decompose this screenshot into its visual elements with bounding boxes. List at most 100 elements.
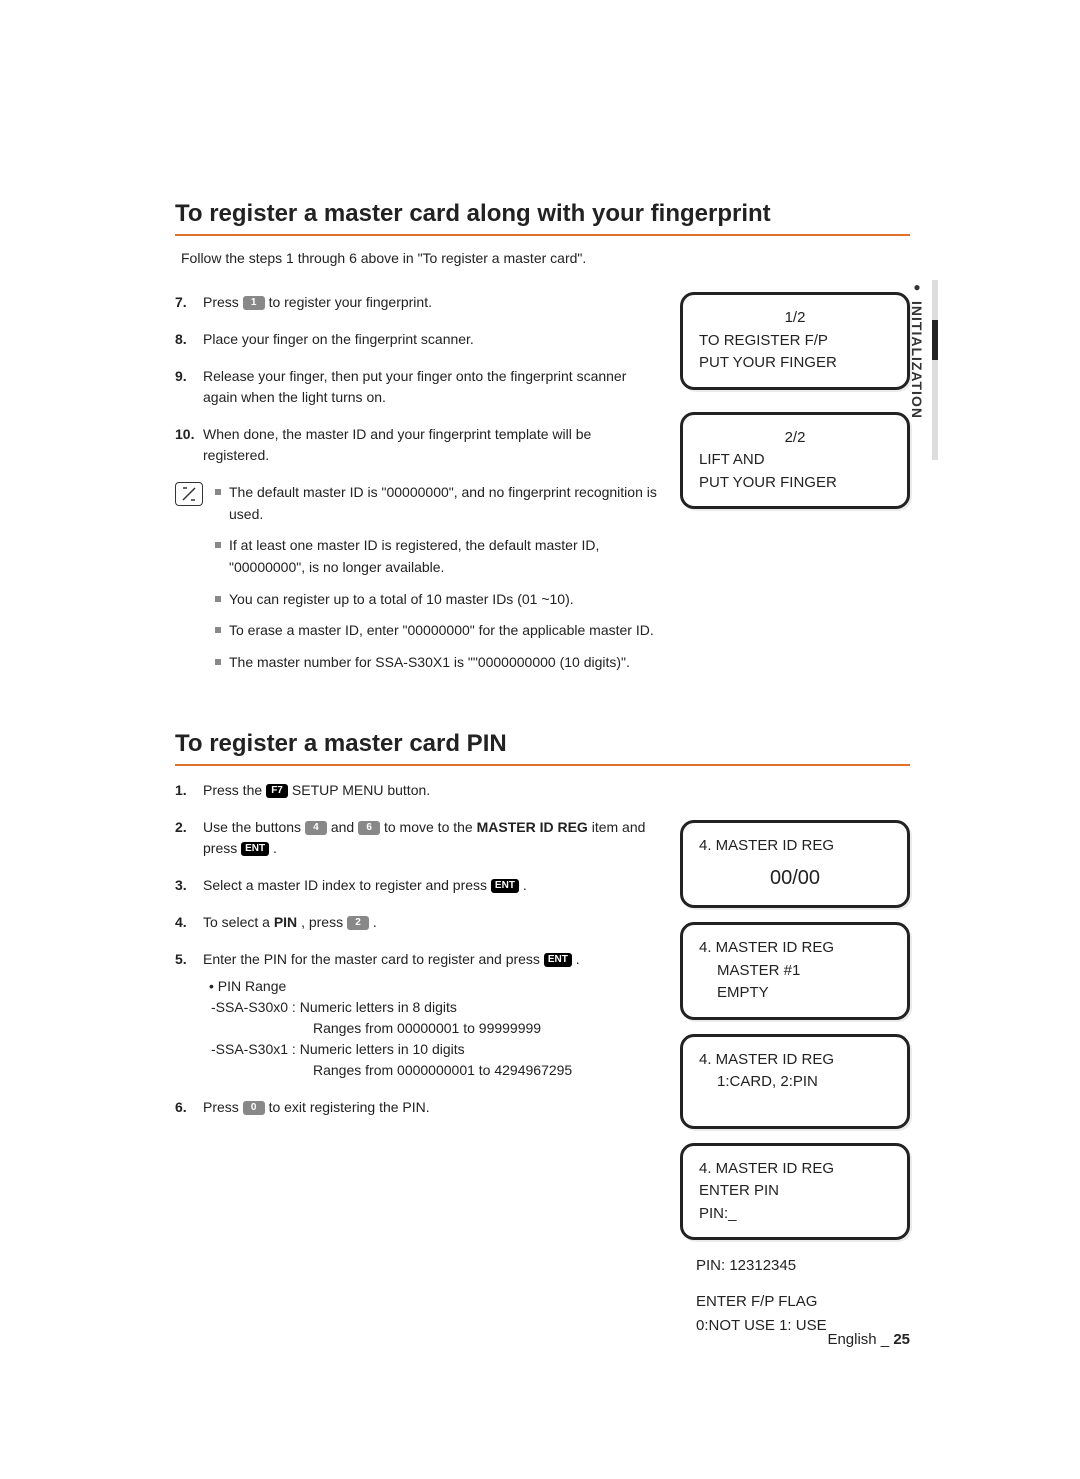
step-body: When done, the master ID and your finger… — [203, 424, 660, 466]
step-4: 4. To select a PIN , press 2 . — [175, 912, 660, 933]
note-item: If at least one master ID is registered,… — [215, 535, 660, 578]
step-num: 4. — [175, 912, 203, 933]
step-num: 3. — [175, 875, 203, 896]
page: INITIALIZATION To register a master card… — [0, 0, 1080, 1408]
spacer — [699, 1094, 891, 1114]
lcd-screen-6: 4. MASTER ID REG ENTER PIN PIN:_ — [680, 1143, 910, 1241]
lcd-line: 1/2 — [699, 307, 891, 330]
lcd-line: ENTER PIN — [699, 1180, 891, 1203]
step-num: 9. — [175, 366, 203, 408]
pin-range-block: • PIN Range -SSA-S30x0 : Numeric letters… — [203, 976, 660, 1081]
lcd-line: PUT YOUR FINGER — [699, 472, 891, 495]
step-body: Select a master ID index to register and… — [203, 875, 660, 896]
key-4: 4 — [305, 821, 327, 835]
lcd-line: PIN: 12312345 — [696, 1254, 894, 1278]
page-footer: English _ 25 — [827, 1331, 910, 1348]
step-body: Enter the PIN for the master card to reg… — [203, 949, 660, 1081]
step-num: 1. — [175, 780, 203, 801]
lcd-line: PUT YOUR FINGER — [699, 352, 891, 375]
section1-steps: 7. Press 1 to register your fingerprint.… — [175, 292, 660, 466]
side-tab: INITIALIZATION — [909, 280, 925, 419]
note-block: The default master ID is "00000000", and… — [175, 482, 660, 684]
step-body: Press 0 to exit registering the PIN. — [203, 1097, 660, 1118]
lcd-screen-4: 4. MASTER ID REG MASTER #1 EMPTY — [680, 922, 910, 1020]
step-text: Press — [203, 294, 243, 310]
note-list: The default master ID is "00000000", and… — [215, 482, 660, 684]
step-body: Place your finger on the fingerprint sca… — [203, 329, 660, 350]
step-3: 3. Select a master ID index to register … — [175, 875, 660, 896]
sublist-bullet: • PIN Range — [209, 976, 660, 997]
side-bar-track — [932, 280, 938, 460]
lcd-line: EMPTY — [699, 982, 891, 1005]
lcd-line: PIN:_ — [699, 1203, 891, 1226]
lcd-tail: PIN: 12312345 ENTER F/P FLAG 0:NOT USE 1… — [680, 1254, 910, 1338]
step-text: and — [331, 819, 358, 835]
note-item: To erase a master ID, enter "00000000" f… — [215, 620, 660, 642]
section1-follow: Follow the steps 1 through 6 above in "T… — [181, 250, 910, 266]
lcd-line: 4. MASTER ID REG — [699, 1158, 891, 1181]
step-text-bold: MASTER ID REG — [477, 819, 588, 835]
step-num: 2. — [175, 817, 203, 859]
note-item: You can register up to a total of 10 mas… — [215, 589, 660, 611]
sublist-line: Ranges from 0000000001 to 4294967295 — [313, 1060, 660, 1081]
step-2: 2. Use the buttons 4 and 6 to move to th… — [175, 817, 660, 859]
key-ent: ENT — [241, 842, 269, 856]
footer-page: 25 — [893, 1331, 910, 1348]
key-f7: F7 — [266, 784, 288, 798]
step-text: Use the buttons — [203, 819, 305, 835]
step-8: 8. Place your finger on the fingerprint … — [175, 329, 660, 350]
lcd-line: 4. MASTER ID REG — [699, 1049, 891, 1072]
lcd-screen-2: 2/2 LIFT AND PUT YOUR FINGER — [680, 412, 910, 510]
step-text: , press — [301, 914, 347, 930]
lcd-line: 4. MASTER ID REG — [699, 937, 891, 960]
section1-two-col: 7. Press 1 to register your fingerprint.… — [175, 292, 910, 684]
section2-left: 1. Press the F7 SETUP MENU button. 2. Us… — [175, 780, 660, 1349]
lcd-line-big: 00/00 — [699, 863, 891, 893]
step-6: 6. Press 0 to exit registering the PIN. — [175, 1097, 660, 1118]
note-item: The master number for SSA-S30X1 is ""000… — [215, 652, 660, 674]
step-text: Enter the PIN for the master card to reg… — [203, 951, 544, 967]
key-6: 6 — [358, 821, 380, 835]
lcd-screen-5: 4. MASTER ID REG 1:CARD, 2:PIN — [680, 1034, 910, 1129]
section1-heading: To register a master card along with you… — [175, 200, 910, 236]
step-text: to move to the — [384, 819, 477, 835]
key-ent: ENT — [544, 953, 572, 967]
sublist-line: -SSA-S30x1 : Numeric letters in 10 digit… — [211, 1039, 660, 1060]
step-9: 9. Release your finger, then put your fi… — [175, 366, 660, 408]
step-10: 10. When done, the master ID and your fi… — [175, 424, 660, 466]
section2-heading: To register a master card PIN — [175, 730, 910, 766]
step-text: Select a master ID index to register and… — [203, 877, 491, 893]
lcd-line: MASTER #1 — [699, 960, 891, 983]
key-2: 2 — [347, 916, 369, 930]
key-ent: ENT — [491, 879, 519, 893]
step-text: to register your fingerprint. — [269, 294, 432, 310]
side-bar-marker — [932, 320, 938, 360]
step-body: Use the buttons 4 and 6 to move to the M… — [203, 817, 660, 859]
step-7: 7. Press 1 to register your fingerprint. — [175, 292, 660, 313]
step-text-bold: PIN — [274, 914, 297, 930]
lcd-line: 1:CARD, 2:PIN — [699, 1071, 891, 1094]
lcd-line: 2/2 — [699, 427, 891, 450]
lcd-screen-3: 4. MASTER ID REG 00/00 — [680, 820, 910, 909]
spacer — [696, 1278, 894, 1290]
lcd-line: TO REGISTER F/P — [699, 330, 891, 353]
section2-right: 4. MASTER ID REG 00/00 4. MASTER ID REG … — [680, 780, 910, 1349]
step-body: Press the F7 SETUP MENU button. — [203, 780, 660, 801]
step-text: . — [373, 914, 377, 930]
step-body: Release your finger, then put your finge… — [203, 366, 660, 408]
lcd-line: 4. MASTER ID REG — [699, 835, 891, 858]
section2-two-col: 1. Press the F7 SETUP MENU button. 2. Us… — [175, 780, 910, 1349]
step-num: 6. — [175, 1097, 203, 1118]
key-1: 1 — [243, 296, 265, 310]
sublist-line: -SSA-S30x0 : Numeric letters in 8 digits — [211, 997, 660, 1018]
step-text: . — [523, 877, 527, 893]
section2-steps: 1. Press the F7 SETUP MENU button. 2. Us… — [175, 780, 660, 1118]
step-text: . — [273, 840, 277, 856]
step-text: Press the — [203, 782, 266, 798]
step-1: 1. Press the F7 SETUP MENU button. — [175, 780, 660, 801]
lcd-line: LIFT AND — [699, 449, 891, 472]
step-num: 8. — [175, 329, 203, 350]
sublist-line: Ranges from 00000001 to 99999999 — [313, 1018, 660, 1039]
step-num: 5. — [175, 949, 203, 1081]
footer-lang: English _ — [827, 1331, 893, 1348]
